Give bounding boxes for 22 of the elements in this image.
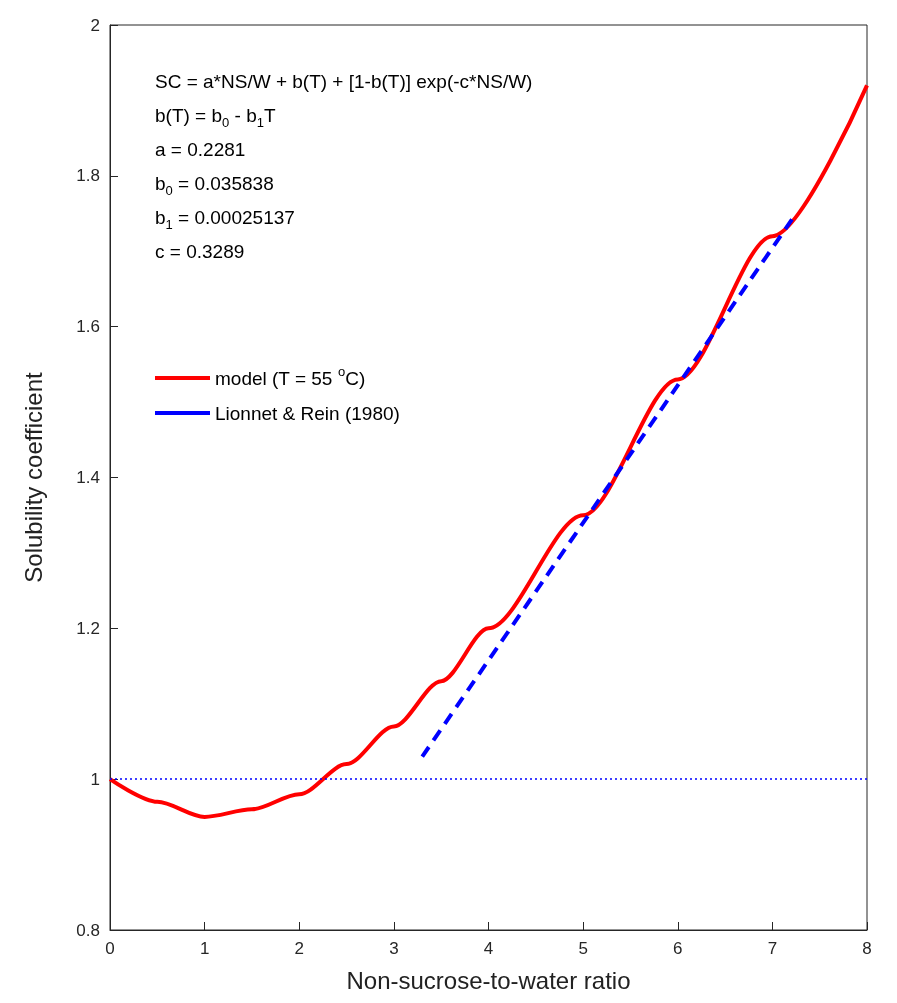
y-axis-title: Solubility coefficient xyxy=(19,372,47,583)
y-tick-label: 2 xyxy=(90,15,100,35)
annotation: a = 0.2281 xyxy=(155,139,246,160)
x-tick-label: 5 xyxy=(578,939,588,958)
x-tick-label: 2 xyxy=(294,939,304,958)
x-tick-label: 3 xyxy=(389,939,399,958)
x-axis-title: Non-sucrose-to-water ratio xyxy=(346,966,631,994)
x-tick-label: 4 xyxy=(483,939,494,958)
y-tick-label: 0.8 xyxy=(76,920,100,940)
x-tick-label: 6 xyxy=(673,939,683,958)
x-tick-label: 8 xyxy=(862,939,872,958)
y-tick-label: 1 xyxy=(90,769,100,789)
y-tick-label: 1.4 xyxy=(76,468,100,487)
y-tick-label: 1.2 xyxy=(76,618,100,638)
y-tick-label: 1.6 xyxy=(76,317,100,337)
x-tick-label: 7 xyxy=(767,939,778,958)
legend-label: Lionnet & Rein (1980) xyxy=(215,402,400,424)
x-tick-label: 0 xyxy=(105,939,115,958)
y-tick-label: 1.8 xyxy=(76,166,100,186)
annotation: SC = a*NS/W + b(T) + [1-b(T)] exp(-c*NS/W) xyxy=(155,71,533,92)
x-tick-label: 1 xyxy=(199,939,210,958)
annotation: c = 0.3289 xyxy=(155,241,245,262)
